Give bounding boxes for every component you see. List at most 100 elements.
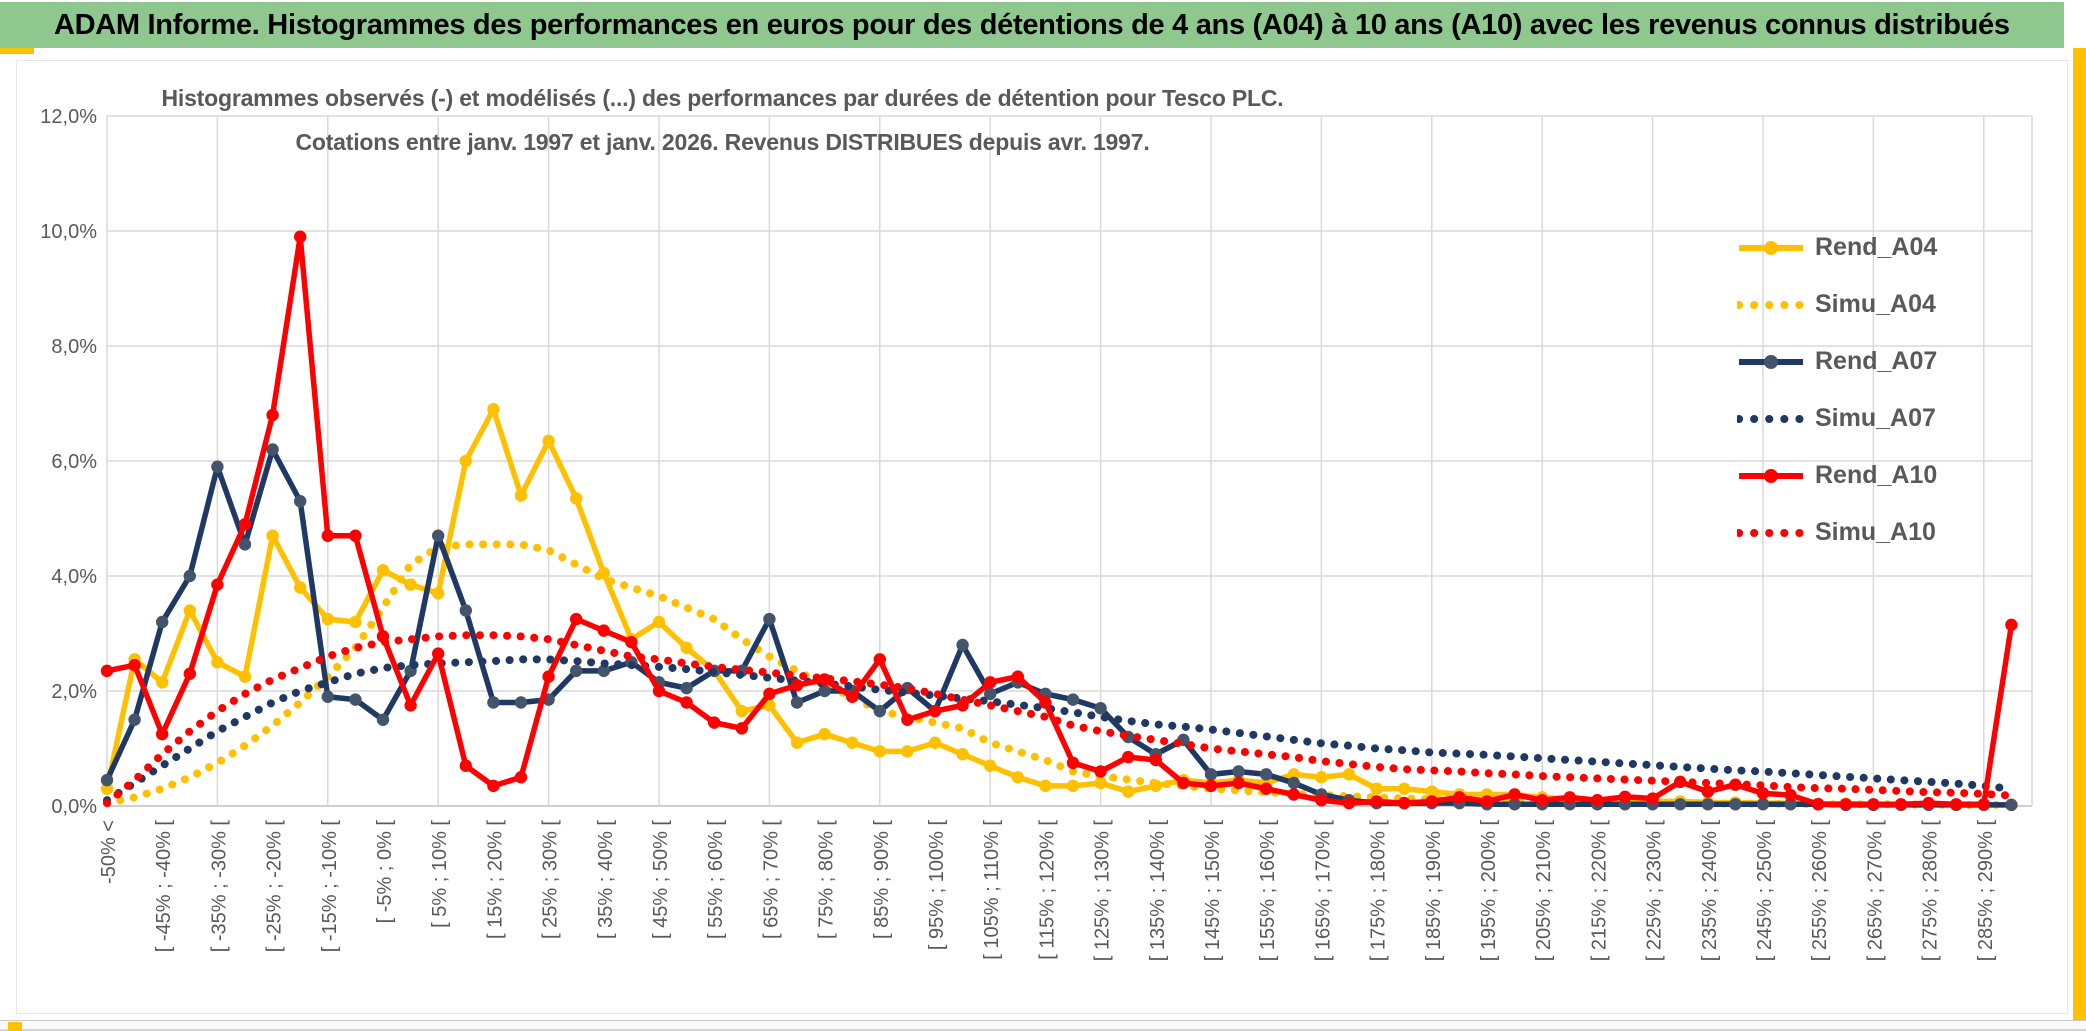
series-marker-Rend_A07	[128, 713, 141, 726]
series-marker-Rend_A04	[514, 489, 528, 502]
series-marker-Rend_A04	[984, 759, 997, 772]
window-bottom-edge	[0, 1020, 2086, 1031]
series-marker-Rend_A07	[294, 495, 307, 508]
series-marker-Rend_A04	[956, 748, 969, 761]
chart-title-line1: Histogrammes observés (-) et modélisés (…	[161, 85, 1284, 111]
series-marker-Rend_A04	[680, 641, 693, 655]
series-marker-Rend_A10	[1922, 796, 1935, 810]
series-marker-Rend_A10	[1563, 791, 1577, 804]
series-marker-Rend_A10	[1480, 795, 1494, 808]
x-tick-label: [ 85% ; 90% [	[871, 820, 893, 939]
series-marker-Rend_A04	[652, 615, 666, 629]
series-marker-Rend_A07	[597, 664, 610, 678]
legend-label-Simu_A04: Simu_A04	[1815, 290, 1936, 318]
x-tick-label: [ 265% ; 270% [	[1864, 820, 1886, 962]
x-tick-label: [ 105% ; 110% [	[981, 820, 1003, 960]
series-marker-Rend_A10	[211, 578, 224, 591]
x-tick-label: [ 125% ; 130% [	[1092, 820, 1114, 962]
series-marker-Rend_A10	[1950, 798, 1963, 811]
legend-sample-Simu_A10	[1737, 528, 1805, 537]
legend-item-Rend_A04[interactable]: Rend_A04	[1737, 219, 1937, 276]
legend-item-Simu_A07[interactable]: Simu_A07	[1737, 390, 1937, 447]
series-marker-Rend_A10	[1287, 788, 1301, 801]
y-tick-label: 8,0%	[51, 336, 97, 358]
series-marker-Rend_A10	[404, 699, 417, 712]
series-marker-Rend_A10	[597, 624, 610, 637]
series-marker-Rend_A04	[735, 704, 748, 718]
series-marker-Rend_A10	[680, 696, 693, 709]
series-marker-Rend_A04	[459, 454, 472, 468]
x-tick-label: [ 275% ; 280% [	[1920, 820, 1942, 962]
legend-item-Simu_A04[interactable]: Simu_A04	[1737, 276, 1937, 333]
chart-legend: Rend_A04 Simu_A04 Rend_A07 Simu_A07 Rend_A10…	[1737, 219, 1937, 561]
series-marker-Rend_A10	[735, 722, 748, 735]
legend-label-Simu_A10: Simu_A10	[1815, 518, 1936, 546]
series-line-Rend_A10	[106, 234, 2015, 808]
series-marker-Rend_A10	[349, 529, 362, 542]
series-marker-Rend_A10	[2005, 618, 2018, 632]
series-marker-Rend_A10	[1315, 794, 1328, 807]
legend-item-Rend_A07[interactable]: Rend_A07	[1737, 333, 1937, 390]
series-marker-Rend_A10	[100, 664, 114, 678]
series-marker-Rend_A10	[1066, 756, 1080, 770]
series-marker-Rend_A04	[404, 578, 417, 591]
series-marker-Rend_A07	[763, 612, 776, 626]
x-tick-label: [ 5% ; 10% [	[429, 820, 451, 928]
legend-sample-Rend_A04	[1739, 240, 1803, 255]
series-marker-Rend_A10	[901, 713, 914, 726]
legend-sample-Rend_A10	[1739, 468, 1803, 483]
x-tick-label: [ 75% ; 80% [	[816, 820, 838, 939]
series-marker-Rend_A10	[128, 658, 141, 672]
series-marker-Rend_A04	[487, 403, 500, 416]
series-marker-Rend_A04	[1066, 779, 1080, 793]
series-marker-Rend_A04	[1287, 768, 1301, 781]
series-marker-Rend_A10	[1977, 798, 1991, 811]
y-tick-label: 4,0%	[51, 566, 97, 588]
series-marker-Rend_A10	[1094, 765, 1107, 778]
x-tick-label: [ 165% ; 170% [	[1312, 820, 1334, 962]
series-marker-Rend_A04	[818, 727, 831, 741]
series-marker-Rend_A10	[790, 679, 804, 692]
series-marker-Rend_A04	[1122, 785, 1135, 798]
series-marker-Rend_A10	[542, 670, 555, 683]
x-tick-label: [ -35% ; -30% [	[208, 820, 230, 953]
series-marker-Rend_A07	[818, 684, 831, 698]
series-marker-Rend_A04	[763, 699, 776, 712]
series-marker-Rend_A04	[432, 587, 445, 600]
series-marker-Rend_A10	[1039, 696, 1052, 709]
series-marker-Rend_A04	[542, 434, 555, 448]
series-marker-Rend_A04	[266, 529, 279, 542]
series-marker-Rend_A10	[487, 779, 500, 793]
series-marker-Rend_A10	[514, 771, 528, 784]
series-marker-Rend_A10	[1894, 798, 1908, 811]
chart-title: Histogrammes observés (-) et modélisés (…	[140, 76, 1305, 164]
series-marker-Rend_A04	[294, 581, 307, 594]
series-line-Simu_A10	[103, 631, 2016, 808]
series-marker-Rend_A04	[873, 745, 886, 758]
app-title-text: ADAM Informe. Histogrammes des performan…	[54, 8, 2010, 41]
x-tick-label: [ 185% ; 190% [	[1423, 820, 1445, 962]
series-marker-Rend_A10	[708, 716, 721, 729]
series-line-Simu_A07	[103, 655, 2016, 805]
series-marker-Rend_A10	[1425, 795, 1439, 808]
series-marker-Rend_A10	[156, 727, 169, 741]
series-marker-Rend_A04	[1342, 768, 1356, 781]
series-marker-Rend_A07	[984, 687, 997, 701]
series-marker-Rend_A04	[1370, 782, 1383, 795]
series-marker-Rend_A10	[238, 518, 252, 531]
x-tick-label: [ 155% ; 160% [	[1257, 820, 1279, 962]
series-marker-Rend_A10	[1508, 788, 1521, 801]
series-marker-Rend_A07	[1204, 768, 1218, 781]
series-marker-Rend_A10	[1536, 794, 1549, 807]
legend-item-Simu_A10[interactable]: Simu_A10	[1737, 504, 1937, 561]
series-marker-Rend_A07	[1232, 765, 1245, 778]
series-marker-Rend_A10	[1398, 796, 1411, 810]
series-marker-Rend_A10	[763, 687, 776, 701]
series-marker-Rend_A10	[183, 667, 196, 680]
x-tick-label: [ 15% ; 20% [	[484, 820, 506, 939]
series-marker-Rend_A10	[1701, 785, 1715, 798]
legend-item-Rend_A10[interactable]: Rend_A10	[1737, 447, 1937, 504]
series-marker-Rend_A07	[514, 696, 528, 709]
x-tick-label: [ 135% ; 140% [	[1147, 820, 1169, 962]
